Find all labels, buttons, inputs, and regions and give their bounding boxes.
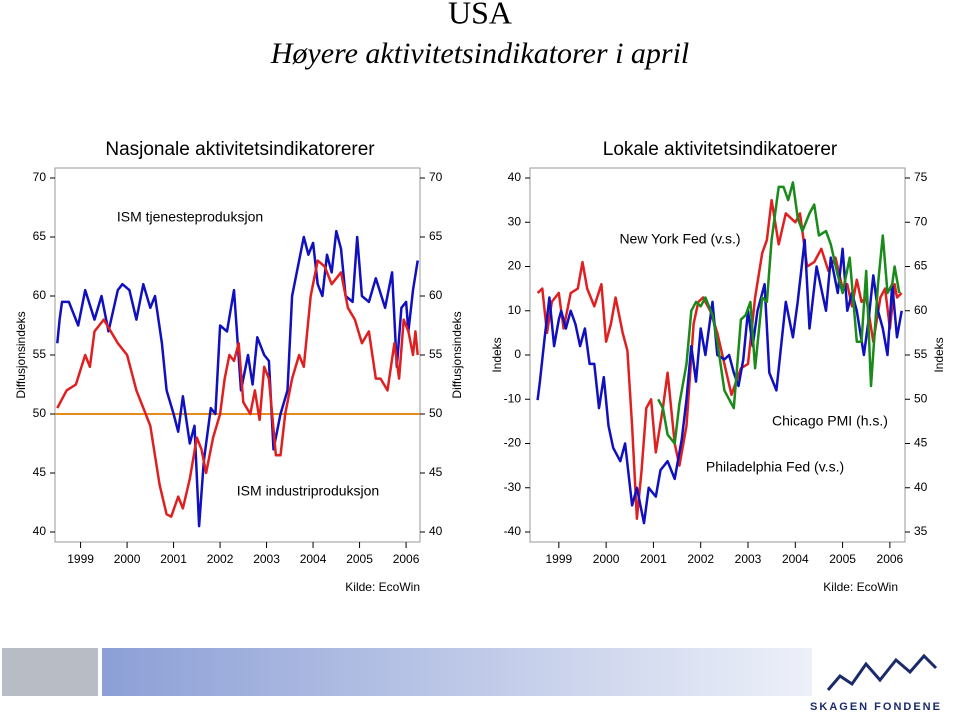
lighthouse-image (2, 648, 98, 696)
y-tick-label: 0 (514, 347, 521, 361)
series-line (56, 259, 419, 518)
y-tick-label: 20 (508, 259, 522, 273)
y2-tick-label: 40 (914, 480, 928, 494)
y2-axis-label: Diffusjonsindeks (450, 311, 464, 398)
brand: SKAGEN FONDENE (810, 701, 942, 713)
y-tick-label: 30 (508, 214, 522, 228)
x-tick-label: 2005 (829, 552, 856, 566)
x-tick-label: 2000 (593, 552, 620, 566)
y-tick-label: 50 (33, 406, 47, 420)
y2-tick-label: 50 (429, 406, 443, 420)
y2-tick-label: 40 (429, 524, 443, 538)
y-tick-label: 60 (33, 288, 47, 302)
y2-tick-label: 45 (914, 436, 928, 450)
series-label: ISM industriproduksjon (237, 483, 379, 499)
x-tick-label: 2001 (160, 552, 187, 566)
page-subtitle: Høyere aktivitetsindikatorer i april (270, 37, 690, 70)
y-tick-label: 45 (33, 465, 47, 479)
x-tick-label: 2000 (114, 552, 141, 566)
y-tick-label: 40 (508, 170, 522, 184)
y2-tick-label: 60 (429, 288, 443, 302)
x-tick-label: 2005 (346, 552, 373, 566)
y-tick-label: 55 (33, 347, 47, 361)
chart-title: Lokale aktivitetsindikatoerer (603, 139, 838, 160)
y-tick-label: 70 (33, 170, 47, 184)
y2-tick-label: 70 (914, 214, 928, 228)
logo-mark (826, 653, 938, 691)
series-label: New York Fed (v.s.) (619, 231, 740, 247)
footer-band (102, 648, 942, 696)
y-axis-label: Diffusjonsindeks (14, 311, 28, 398)
y-tick-label: -40 (504, 524, 522, 538)
x-tick-label: 2006 (877, 552, 904, 566)
y2-tick-label: 45 (429, 465, 443, 479)
x-tick-label: 2002 (207, 552, 234, 566)
y2-tick-label: 75 (914, 170, 928, 184)
y-axis-label: Indeks (490, 337, 504, 372)
x-tick-label: 2004 (782, 552, 809, 566)
y2-tick-label: 60 (914, 303, 928, 317)
series-line (56, 229, 419, 528)
x-tick-label: 2004 (300, 552, 327, 566)
y2-tick-label: 35 (914, 524, 928, 538)
y2-tick-label: 55 (914, 347, 928, 361)
y-tick-label: 65 (33, 229, 47, 243)
page-title: USA (448, 0, 512, 30)
y-tick-label: -20 (504, 436, 522, 450)
y-tick-label: 10 (508, 303, 522, 317)
x-tick-label: 2003 (735, 552, 762, 566)
series-label: Philadelphia Fed (v.s.) (706, 459, 844, 475)
series-label: ISM tjenesteproduksjon (117, 209, 263, 225)
series-line (657, 181, 901, 445)
y2-tick-label: 55 (429, 347, 443, 361)
y2-tick-label: 65 (429, 229, 443, 243)
x-tick-label: 1999 (67, 552, 94, 566)
y2-axis-label: Indeks (932, 337, 946, 372)
x-tick-label: 2002 (687, 552, 714, 566)
series-line (536, 238, 903, 525)
x-tick-label: 1999 (545, 552, 572, 566)
y2-tick-label: 70 (429, 170, 443, 184)
x-tick-label: 2001 (640, 552, 667, 566)
y-tick-label: -30 (504, 480, 522, 494)
y-tick-label: 40 (33, 524, 47, 538)
y-tick-label: -10 (504, 391, 522, 405)
chart-title: Nasjonale aktivitetsindikatorerer (105, 139, 375, 160)
x-tick-label: 2003 (253, 552, 280, 566)
y2-tick-label: 65 (914, 259, 928, 273)
x-tick-label: 2006 (393, 552, 420, 566)
source: Kilde: EcoWin (345, 580, 420, 594)
logo-area (812, 648, 942, 696)
y2-tick-label: 50 (914, 391, 928, 405)
source: Kilde: EcoWin (823, 580, 898, 594)
series-label: Chicago PMI (h.s.) (772, 413, 888, 429)
